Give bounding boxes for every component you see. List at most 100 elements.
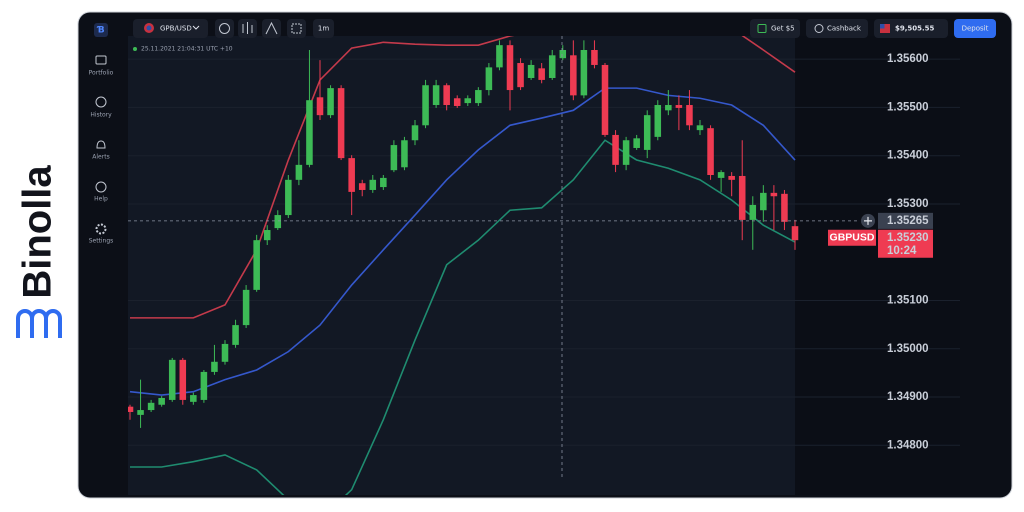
sidebar-item[interactable]: History (90, 112, 112, 119)
drawing-icon (265, 21, 278, 35)
bonus[interactable]: Get $5 (771, 25, 795, 33)
y-tick-label: 1.34900 (887, 391, 929, 403)
candle-body (665, 105, 672, 111)
cashback-button[interactable] (806, 19, 868, 38)
brand-name: Binolla (16, 165, 60, 299)
live-dot (133, 47, 137, 51)
history-icon[interactable] (95, 96, 107, 108)
sidebar-item[interactable]: Help (94, 196, 108, 203)
candle-body (337, 88, 345, 159)
candle-body (612, 134, 619, 165)
symbol: GBPUSD (830, 232, 875, 244)
plus-icon (864, 216, 872, 225)
band-line (130, 139, 796, 495)
candle-body (253, 240, 260, 290)
price-label-box (878, 229, 933, 258)
candle-body (242, 289, 250, 326)
pair-selector[interactable] (133, 19, 208, 38)
candle-body (443, 85, 450, 106)
toolbar: GPB/USD 1m Get $5 Cashback $9,505.55 Dep… (133, 19, 996, 38)
indicators-icon (242, 22, 253, 34)
candle-body (190, 395, 197, 402)
cashback[interactable]: Cashback (827, 25, 862, 33)
sidebar-item[interactable]: Portfolio (89, 70, 114, 77)
candle-body (147, 402, 155, 411)
candle-body (263, 230, 271, 241)
candle-body (686, 105, 693, 126)
app-logo[interactable] (94, 23, 108, 37)
candle-body (781, 193, 788, 222)
candle-body (137, 410, 144, 415)
candle-body (200, 371, 208, 400)
candle-body (496, 45, 503, 68)
brand-logo (16, 309, 62, 338)
candle-body (401, 140, 408, 168)
candle-body (675, 105, 683, 108)
candle-body (327, 88, 334, 116)
candle-body (464, 98, 472, 104)
gift-icon (757, 24, 767, 33)
drawing-button[interactable] (262, 19, 281, 38)
y-tick-label: 1.35300 (887, 198, 929, 210)
grid: 1.34800 1.34900 1.35000 1.35100 1.35300 1.354… (128, 53, 960, 451)
bonus-button[interactable] (750, 19, 800, 38)
balance-flag-canton (880, 24, 885, 29)
candle-body (527, 64, 535, 78)
candle-body (601, 64, 609, 135)
deposit[interactable]: Deposit (962, 25, 989, 33)
candle-body (158, 397, 165, 405)
balance-selector[interactable] (874, 19, 948, 38)
candle-body (422, 85, 429, 126)
chart-type-icon (291, 23, 302, 34)
y-tick-label: 1.35600 (887, 53, 929, 65)
balance[interactable]: $9,505.55 (895, 25, 935, 33)
candle-body (285, 179, 292, 216)
deposit-button[interactable] (954, 19, 996, 38)
candle-body (654, 105, 662, 137)
timeframe[interactable]: 1m (318, 25, 329, 33)
symbol-box (828, 229, 876, 246)
candle-body (580, 49, 588, 96)
candle-body (369, 179, 377, 190)
candle-body (717, 172, 725, 178)
price-label: 1.35230 (887, 232, 929, 244)
candle-body (633, 138, 640, 148)
candle-body (475, 90, 482, 104)
candle-body (432, 85, 440, 106)
timestamp: 25.11.2021 21:04:31 UTC +10 (141, 46, 233, 53)
candle-body (760, 192, 767, 211)
candle-body (538, 68, 545, 80)
candle-body (548, 55, 556, 78)
candle-body (696, 125, 704, 131)
candle-body (570, 55, 577, 96)
crosshair-label-box (878, 212, 933, 229)
pair-name[interactable]: GPB/USD (160, 25, 192, 33)
y-tick-label: 1.35000 (887, 343, 929, 355)
settings-icon[interactable] (95, 223, 107, 235)
app-logo-mark: Ɓ (96, 26, 104, 36)
info-icon (219, 23, 230, 34)
chart-type-button[interactable] (287, 19, 306, 38)
candle-body (643, 115, 651, 150)
candle-body (274, 215, 282, 229)
help-icon[interactable] (95, 181, 107, 193)
alerts-icon[interactable] (96, 140, 106, 149)
candles (128, 40, 799, 428)
candle-body (559, 49, 567, 59)
sidebar-item[interactable]: Settings (89, 238, 114, 245)
candle-body (485, 67, 493, 91)
candle-body (770, 192, 778, 197)
portfolio-icon[interactable] (95, 55, 107, 65)
sidebar-item[interactable]: Alerts (92, 154, 109, 161)
info-button[interactable] (215, 19, 234, 38)
candle-body (295, 164, 303, 180)
candle-body (358, 183, 366, 190)
candle-body (738, 175, 746, 220)
candle-body (316, 97, 324, 116)
candle-body (221, 343, 229, 362)
candle-body (791, 226, 799, 241)
band-line (129, 87, 796, 396)
timeframe-button[interactable] (313, 19, 334, 38)
